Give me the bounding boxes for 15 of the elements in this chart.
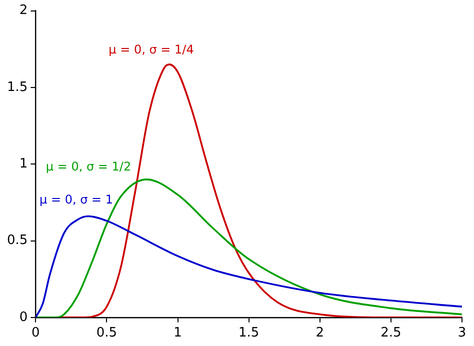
x-tick-label: 1 [174,326,182,341]
x-tick-label: 2 [316,326,324,341]
series-label: μ = 0, σ = 1/4 [108,42,194,57]
series-label: μ = 0, σ = 1/2 [46,160,132,174]
y-tick-label: 2 [19,3,28,18]
x-tick-label: 2.5 [380,326,402,341]
x-tick-label: 1.5 [238,326,260,341]
y-tick-label: 0 [19,310,28,325]
y-tick-label: 1 [19,156,28,172]
y-tick-label: 0.5 [6,233,28,248]
x-tick-label: 3 [458,326,466,341]
x-tick-label: 0 [32,326,40,341]
y-tick-label: 1.5 [6,80,28,95]
series-label: μ = 0, σ = 1 [39,192,114,206]
x-tick-label: 0.5 [96,326,118,341]
